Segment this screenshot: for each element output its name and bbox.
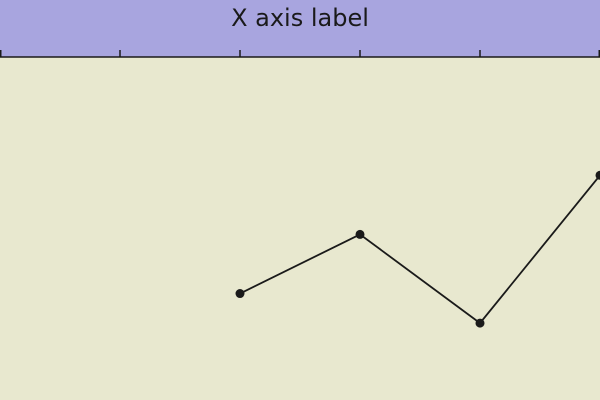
data-point-1 xyxy=(355,229,365,239)
data-point-3 xyxy=(595,170,600,180)
data-point-2 xyxy=(475,318,485,328)
x-axis xyxy=(0,50,600,58)
series-group xyxy=(235,170,600,328)
x-axis-band: X axis label xyxy=(0,0,600,57)
series-line-0 xyxy=(239,174,600,325)
data-point-0 xyxy=(235,289,245,299)
x-axis-label: X axis label xyxy=(231,4,369,32)
